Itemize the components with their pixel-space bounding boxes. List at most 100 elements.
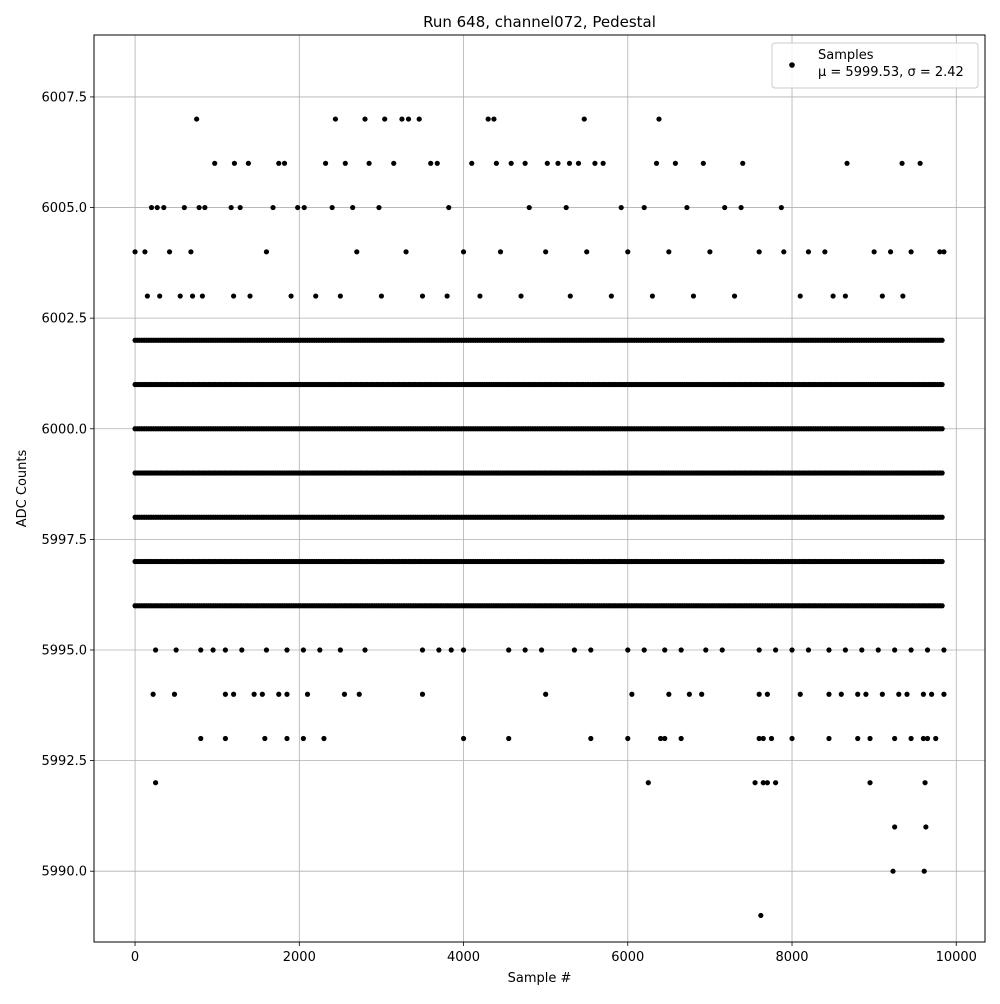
data-point [937,249,943,255]
data-point [592,160,598,166]
data-point [288,293,294,299]
data-point [212,160,218,166]
data-point [493,160,499,166]
data-point [641,204,647,211]
data-point [703,647,709,653]
data-point [678,647,684,653]
data-point [618,204,624,211]
y-tick-label: 5992.5 [42,754,88,769]
data-point [567,293,573,299]
data-point [239,647,245,653]
data-point [460,647,467,653]
data-point [867,780,873,786]
data-point [317,647,323,653]
data-point [154,204,160,211]
data-point [890,868,896,874]
data-point [419,293,426,299]
data-point [756,647,762,653]
data-point [908,249,914,255]
data-point [908,735,914,742]
x-axis-label: Sample # [508,971,572,986]
data-point [924,735,931,742]
data-point [879,691,885,697]
x-axis-ticks: 0 2000 4000 6000 8000 10000 [131,942,977,965]
data-point [332,116,339,122]
data-point [555,160,561,166]
data-point [399,116,405,122]
data-point [460,249,467,255]
data-point [354,249,360,255]
data-point [571,647,578,653]
x-tick-label: 0 [131,950,139,965]
data-point [322,160,329,166]
data-point [166,249,173,255]
data-point [485,116,491,122]
data-point [300,647,307,653]
data-point [863,691,869,697]
data-point [939,558,945,565]
data-point [844,160,850,166]
data-point [337,293,343,299]
data-point [608,293,614,299]
data-point [797,691,803,697]
data-point [929,691,935,697]
data-point [460,735,467,742]
data-point [436,647,442,653]
data-point [920,735,927,742]
y-tick-label: 6002.5 [42,312,88,327]
data-point [600,160,606,166]
data-point [276,160,282,166]
data-point [522,647,528,653]
data-point [321,735,327,742]
legend-marker [789,62,795,68]
data-point [797,293,803,299]
data-point [376,204,382,211]
data-point [653,160,660,166]
data-point [566,160,573,166]
data-point [210,647,216,653]
data-point [526,204,532,211]
data-point [826,691,832,697]
data-point [887,249,894,255]
data-point [699,691,705,697]
data-point [764,691,770,697]
data-point [625,249,631,255]
data-point [506,735,512,742]
data-point [270,204,276,211]
data-point [859,647,865,653]
data-point [740,160,746,166]
y-axis-label: ADC Counts [15,450,30,528]
data-point [822,249,828,255]
data-point [428,160,434,166]
data-point [830,293,836,299]
x-tick-label: 4000 [447,950,480,965]
data-point [497,249,504,255]
data-point [199,293,205,299]
data-point [826,647,832,653]
data-point [939,426,945,432]
x-tick-label: 8000 [775,950,808,965]
data-point [284,647,290,653]
data-point [826,735,832,742]
data-point [588,647,594,653]
data-point [629,691,635,697]
data-point [301,204,307,211]
data-point [789,735,795,742]
data-point [448,647,454,653]
data-point [923,824,929,830]
data-point [148,204,155,211]
data-point [922,780,928,786]
data-point [662,647,668,653]
data-point [939,603,945,609]
data-point [231,691,237,697]
data-point [939,514,945,520]
data-point [781,249,787,255]
data-point [161,204,167,211]
data-point [772,780,779,786]
data-point [842,647,848,653]
data-point [362,116,368,122]
data-point [142,249,148,255]
data-point [245,160,251,166]
data-point [707,249,713,255]
